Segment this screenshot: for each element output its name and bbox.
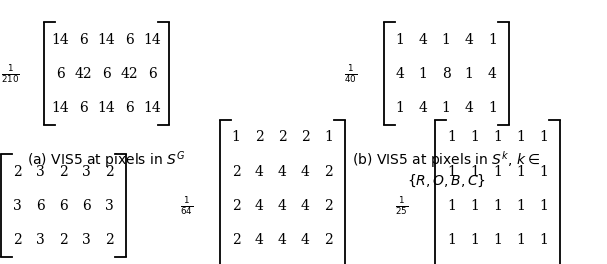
- Text: 14: 14: [143, 101, 161, 115]
- Text: 2: 2: [324, 233, 333, 247]
- Text: 1: 1: [396, 32, 404, 47]
- Text: 6: 6: [148, 67, 157, 81]
- Text: 6: 6: [56, 67, 64, 81]
- Text: 1: 1: [540, 199, 548, 213]
- Text: (a) VIS5 at pixels in $S^G$: (a) VIS5 at pixels in $S^G$: [27, 149, 186, 171]
- Text: $\frac{1}{64}$: $\frac{1}{64}$: [180, 195, 193, 217]
- Text: 2: 2: [232, 164, 240, 179]
- Text: 1: 1: [488, 101, 497, 115]
- Text: 42: 42: [120, 67, 138, 81]
- Text: 4: 4: [278, 233, 287, 247]
- Text: 1: 1: [493, 130, 502, 144]
- Text: 2: 2: [106, 233, 114, 247]
- Text: 1: 1: [493, 164, 502, 179]
- Text: 3: 3: [106, 199, 114, 213]
- Text: 4: 4: [301, 199, 310, 213]
- Text: 3: 3: [13, 199, 22, 213]
- Text: 14: 14: [51, 32, 69, 47]
- Text: 1: 1: [493, 199, 502, 213]
- Text: 4: 4: [278, 199, 287, 213]
- Text: 1: 1: [470, 233, 479, 247]
- Text: 1: 1: [324, 130, 333, 144]
- Text: 4: 4: [465, 32, 473, 47]
- Text: 1: 1: [488, 32, 497, 47]
- Text: 1: 1: [540, 233, 548, 247]
- Text: 6: 6: [102, 67, 110, 81]
- Text: 3: 3: [83, 233, 91, 247]
- Text: (b) VIS5 at pixels in $S^k$, $k \in$
$\{R, O, B, C\}$: (b) VIS5 at pixels in $S^k$, $k \in$ $\{…: [352, 149, 540, 189]
- Text: 3: 3: [36, 164, 45, 179]
- Text: $\frac{1}{210}$: $\frac{1}{210}$: [1, 63, 19, 85]
- Text: 6: 6: [59, 199, 68, 213]
- Text: 1: 1: [517, 233, 525, 247]
- Text: 1: 1: [517, 164, 525, 179]
- Text: 4: 4: [301, 164, 310, 179]
- Text: 2: 2: [301, 130, 310, 144]
- Text: 1: 1: [517, 199, 525, 213]
- Text: 4: 4: [465, 101, 473, 115]
- Text: $\frac{1}{40}$: $\frac{1}{40}$: [344, 63, 357, 85]
- Text: 1: 1: [442, 32, 450, 47]
- Text: 1: 1: [447, 233, 456, 247]
- Text: 1: 1: [419, 67, 427, 81]
- Text: 1: 1: [465, 67, 473, 81]
- Text: 2: 2: [13, 164, 22, 179]
- Text: 42: 42: [74, 67, 92, 81]
- Text: 14: 14: [143, 32, 161, 47]
- Text: 1: 1: [470, 164, 479, 179]
- Text: 6: 6: [125, 101, 134, 115]
- Text: 2: 2: [278, 130, 287, 144]
- Text: 2: 2: [324, 164, 333, 179]
- Text: 1: 1: [447, 164, 456, 179]
- Text: 6: 6: [79, 101, 87, 115]
- Text: 4: 4: [278, 164, 287, 179]
- Text: $\frac{1}{25}$: $\frac{1}{25}$: [395, 195, 409, 217]
- Text: 6: 6: [125, 32, 134, 47]
- Text: 2: 2: [59, 233, 68, 247]
- Text: 3: 3: [36, 233, 45, 247]
- Text: 4: 4: [301, 233, 310, 247]
- Text: 1: 1: [470, 130, 479, 144]
- Text: 2: 2: [13, 233, 22, 247]
- Text: 14: 14: [97, 32, 115, 47]
- Text: 1: 1: [447, 199, 456, 213]
- Text: 2: 2: [255, 130, 263, 144]
- Text: 4: 4: [396, 67, 404, 81]
- Text: 1: 1: [540, 164, 548, 179]
- Text: 4: 4: [255, 233, 263, 247]
- Text: 8: 8: [442, 67, 450, 81]
- Text: 2: 2: [324, 199, 333, 213]
- Text: 14: 14: [97, 101, 115, 115]
- Text: 4: 4: [255, 199, 263, 213]
- Text: 14: 14: [51, 101, 69, 115]
- Text: 1: 1: [396, 101, 404, 115]
- Text: 4: 4: [419, 32, 427, 47]
- Text: 2: 2: [232, 199, 240, 213]
- Text: 4: 4: [488, 67, 497, 81]
- Text: 6: 6: [79, 32, 87, 47]
- Text: 1: 1: [447, 130, 456, 144]
- Text: 6: 6: [36, 199, 45, 213]
- Text: 1: 1: [493, 233, 502, 247]
- Text: 1: 1: [470, 199, 479, 213]
- Text: 4: 4: [255, 164, 263, 179]
- Text: 1: 1: [540, 130, 548, 144]
- Text: 2: 2: [232, 233, 240, 247]
- Text: 1: 1: [517, 130, 525, 144]
- Text: 6: 6: [83, 199, 91, 213]
- Text: 3: 3: [83, 164, 91, 179]
- Text: 2: 2: [59, 164, 68, 179]
- Text: 1: 1: [442, 101, 450, 115]
- Text: 2: 2: [106, 164, 114, 179]
- Text: 1: 1: [232, 130, 240, 144]
- Text: 4: 4: [419, 101, 427, 115]
